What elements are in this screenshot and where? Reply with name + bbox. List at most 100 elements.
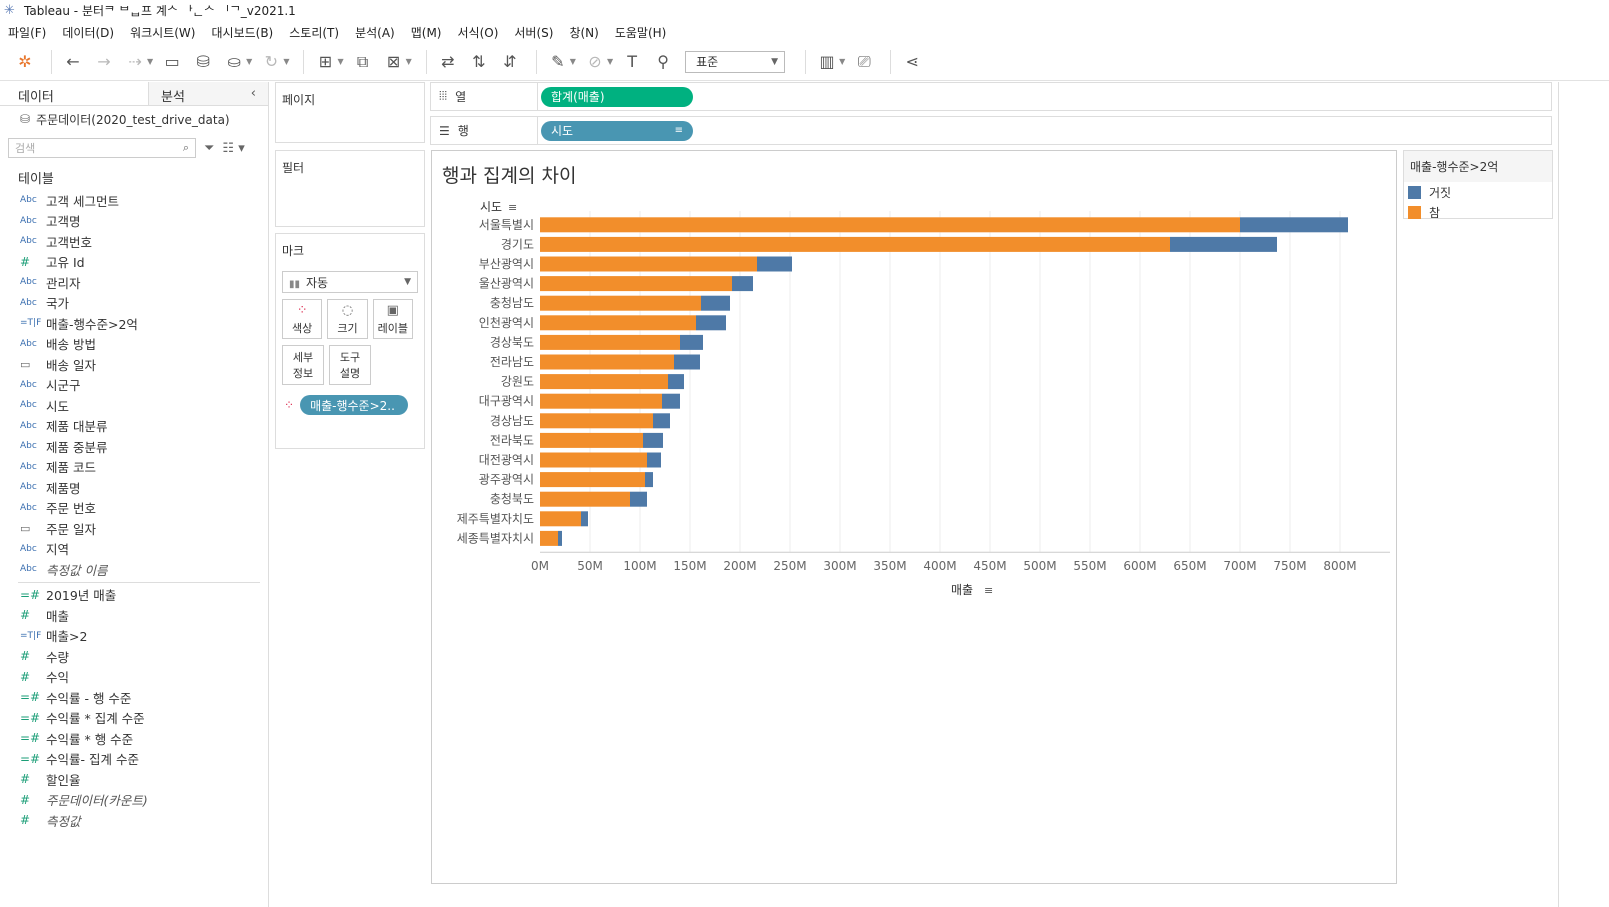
menu-item-3[interactable]: 대시보드(B) — [211, 25, 274, 40]
dimension-field[interactable]: Abc 시군구 — [0, 375, 268, 396]
dimension-field[interactable]: Abc 고객명 — [0, 211, 268, 232]
save-icon[interactable]: ▭ — [164, 52, 180, 71]
datasource[interactable]: ⛁ 주문데이터(2020_test_drive_data) — [0, 106, 268, 132]
bar-true — [540, 334, 680, 350]
measure-field[interactable]: =# 수익률 * 행 수준 — [0, 728, 268, 749]
label-button[interactable]: ▣ 레이블 — [372, 299, 413, 339]
x-tick-label: 300M — [823, 559, 856, 573]
new-datasource-icon[interactable]: ⛁ — [196, 52, 210, 71]
refresh-icon[interactable]: ↻ — [264, 52, 279, 71]
rows-shelf[interactable]: ☰ 행 시도 ≡ — [430, 116, 1552, 145]
mark-type-select[interactable]: ▮▮ 자동 ▼ — [282, 271, 418, 293]
tab-data[interactable]: 데이터 — [18, 90, 54, 105]
presentation-mode-icon[interactable]: ⎚ — [857, 51, 871, 71]
rows-pill[interactable]: 시도 ≡ — [541, 120, 693, 141]
search-input[interactable]: 검색 ⌕ — [8, 138, 196, 158]
measure-field[interactable]: # 수량 — [0, 646, 268, 667]
dimension-field[interactable]: # 고유 Id — [0, 252, 268, 273]
bar-true — [540, 472, 645, 488]
string-type-icon: Abc — [20, 338, 37, 349]
sort-descending-icon[interactable]: ⇵ — [503, 52, 517, 71]
show-cards-icon[interactable]: ▥ — [819, 52, 835, 71]
duplicate-sheet-icon[interactable]: ⧉ — [356, 51, 369, 71]
dimension-field[interactable]: Abc 국가 — [0, 293, 268, 314]
dimension-field[interactable]: Abc 배송 방법 — [0, 334, 268, 355]
dimension-field[interactable]: Abc 고객 세그먼트 — [0, 190, 268, 211]
string-type-icon: Abc — [20, 277, 37, 288]
measure-field[interactable]: =# 2019년 매출 — [0, 585, 268, 606]
menu-item-9[interactable]: 창(N) — [569, 25, 599, 40]
string-type-icon: Abc — [20, 400, 37, 411]
measure-field[interactable]: # 측정값 — [0, 810, 268, 831]
menu-item-2[interactable]: 워크시트(W) — [130, 25, 196, 40]
pause-updates-icon[interactable]: ⛀ — [227, 52, 241, 71]
measure-field[interactable]: # 매출 — [0, 605, 268, 626]
tableau-home-icon[interactable]: ✲ — [18, 52, 32, 71]
swap-rows-columns-icon[interactable]: ⇄ — [441, 52, 455, 71]
redo-icon[interactable]: → — [97, 52, 111, 71]
menu-item-0[interactable]: 파일(F) — [8, 25, 47, 40]
measure-field[interactable]: # 주문데이터(카운트) — [0, 790, 268, 811]
legend-item-true[interactable]: 참 — [1404, 202, 1552, 222]
collapse-pane-icon[interactable]: ‹ — [250, 86, 256, 101]
view-options-icon[interactable]: ☷ ▾ — [222, 140, 245, 156]
dimension-field[interactable]: ▭ 주문 일자 — [0, 518, 268, 539]
show-labels-icon[interactable]: T — [627, 52, 637, 71]
redo-dropdown-icon[interactable]: ⇢ — [128, 52, 142, 71]
menu-item-10[interactable]: 도움말(H) — [614, 25, 667, 40]
size-button[interactable]: ◌ 크기 — [327, 299, 368, 339]
share-icon[interactable]: ⋖ — [905, 52, 919, 71]
dimension-field[interactable]: Abc 제품 코드 — [0, 457, 268, 478]
bar-chart: 0M 50M 100M 150M 200M 250M 300M 350M 400M 450M 500… — [457, 200, 1390, 597]
dimension-field[interactable]: =T|F 매출-행수준>2억 — [0, 313, 268, 334]
menu-item-1[interactable]: 데이터(D) — [62, 25, 115, 40]
menu-item-4[interactable]: 스토리(T) — [289, 25, 340, 40]
dimension-field[interactable]: Abc 시도 — [0, 395, 268, 416]
detail-button[interactable]: 세부 정보 — [282, 345, 324, 385]
color-pill[interactable]: 매출-행수준>2.. — [300, 395, 409, 415]
dimension-field[interactable]: Abc 지역 — [0, 539, 268, 560]
tooltip-button[interactable]: 도구 설명 — [329, 345, 371, 385]
dimension-field[interactable]: Abc 측정값 이름 — [0, 559, 268, 580]
dimension-field[interactable]: ▭ 배송 일자 — [0, 354, 268, 375]
new-worksheet-icon[interactable]: ⊞ — [318, 52, 333, 71]
tab-analysis[interactable]: 분석 ‹ — [148, 82, 268, 105]
group-icon[interactable]: ⊘ — [588, 52, 602, 71]
fit-select[interactable]: 표준 ▼ — [685, 50, 786, 73]
legend-item-false[interactable]: 거짓 — [1404, 182, 1552, 202]
dimension-field[interactable]: Abc 제품 중분류 — [0, 436, 268, 457]
pages-card[interactable]: 페이지 — [275, 82, 425, 143]
filters-card[interactable]: 필터 — [275, 150, 425, 227]
dimension-field[interactable]: Abc 주문 번호 — [0, 498, 268, 519]
bar-true — [540, 256, 757, 272]
dimension-field[interactable]: Abc 관리자 — [0, 272, 268, 293]
measure-field[interactable]: # 할인율 — [0, 769, 268, 790]
bar-true — [540, 511, 581, 527]
measure-field[interactable]: =# 수익률 - 행 수준 — [0, 687, 268, 708]
measure-field[interactable]: =# 수익률- 집계 수준 — [0, 749, 268, 770]
dimension-field[interactable]: Abc 제품명 — [0, 477, 268, 498]
date-type-icon: ▭ — [20, 357, 31, 371]
dimension-field-label: 제품 코드 — [46, 460, 96, 476]
color-button[interactable]: ⁘ 색상 — [282, 299, 323, 339]
sort-ascending-icon[interactable]: ⇅ — [472, 52, 486, 71]
clear-sheet-icon[interactable]: ⊠ — [386, 52, 401, 71]
measure-field[interactable]: # 수익 — [0, 667, 268, 688]
columns-label: 열 — [455, 90, 467, 104]
undo-icon[interactable]: ← — [66, 52, 80, 71]
dimension-field[interactable]: Abc 고객번호 — [0, 231, 268, 252]
columns-shelf[interactable]: ⦙⦙⦙ 열 합계(매출) — [430, 82, 1552, 111]
category-label: 울산광역시 — [479, 277, 534, 291]
measure-field[interactable]: =# 수익률 * 집계 수준 — [0, 708, 268, 729]
highlight-icon[interactable]: ✎ — [551, 52, 565, 71]
menu-item-7[interactable]: 서식(O) — [457, 25, 499, 40]
menu-item-5[interactable]: 분석(A) — [355, 25, 395, 40]
columns-pill[interactable]: 합계(매출) — [541, 86, 693, 107]
dimension-field[interactable]: Abc 제품 대분류 — [0, 416, 268, 437]
pin-axes-icon[interactable]: ⚲ — [657, 52, 669, 71]
menu-item-8[interactable]: 서버(S) — [514, 25, 554, 40]
category-label: 대전광역시 — [479, 453, 534, 467]
measure-field[interactable]: =T|F 매출>2 — [0, 626, 268, 647]
filter-icon[interactable]: ⏷ — [204, 140, 215, 156]
menu-item-6[interactable]: 맵(M) — [410, 25, 442, 40]
